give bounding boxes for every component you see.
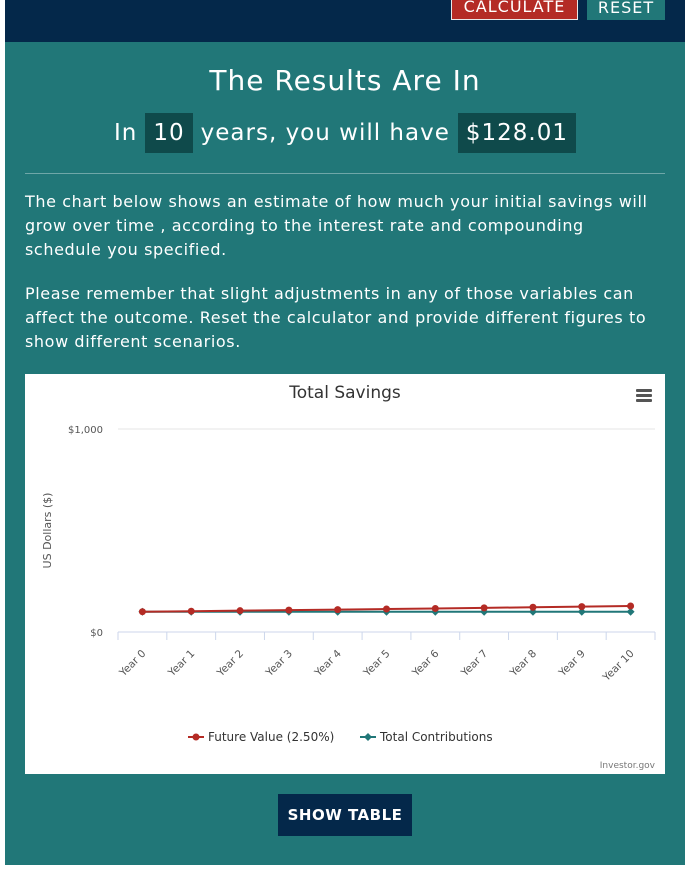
summary-middle: years, you will have [200,120,450,146]
x-tick-label: Year 0 [117,648,149,680]
divider [25,173,665,174]
chart-title: Total Savings [288,383,401,403]
x-tick-label: Year 1 [165,648,197,680]
data-point [236,607,244,615]
data-point [529,603,537,611]
results-summary: In 10 years, you will have $128.01 [5,112,685,154]
data-point [285,606,293,614]
chart-canvas: Total Savings $1,000 $0 US Dollars ($) Year … [41,383,656,771]
x-tick-label: Year 5 [361,648,393,680]
data-point [626,607,635,616]
x-tick-label: Year 7 [458,648,490,680]
y-axis-label: US Dollars ($) [41,493,54,569]
data-point [383,605,390,613]
hamburger-menu-icon[interactable] [636,389,652,403]
legend-entry: Total Contributions [379,730,493,744]
data-point [627,602,635,610]
legend-entry: Future Value (2.50%) [208,730,334,744]
data-point [578,603,586,611]
data-point [480,604,488,612]
data-point [577,607,586,616]
data-point [138,608,146,616]
x-tick-label: Year 9 [556,648,588,680]
x-tick-label: Year 10 [600,648,637,685]
data-point [187,607,195,615]
data-point [431,604,439,612]
x-tick-label: Year 8 [507,648,539,680]
results-heading: The Results Are In [209,64,481,97]
top-toolbar: CALCULATE RESET [5,0,685,42]
legend-marker [364,733,372,741]
years-value: 10 [145,113,193,153]
y-tick-label: $1,000 [68,425,103,436]
calculate-button[interactable]: CALCULATE [451,0,578,20]
chart-credit: Investor.gov [600,761,656,771]
calculator-results-panel: CALCULATE RESET The Results Are In In 10… [5,0,685,865]
x-tick-label: Year 6 [409,647,441,679]
show-table-button[interactable]: SHOW TABLE [278,794,412,836]
future-value-amount: $128.01 [457,113,576,153]
legend-marker [192,733,200,741]
chart-explanation: The chart below shows an estimate of how… [25,192,648,259]
x-tick-label: Year 4 [312,647,344,679]
y-tick-label: $0 [90,628,103,639]
data-point [334,606,342,614]
x-tick-label: Year 2 [214,648,246,680]
total-savings-chart: Total Savings $1,000 $0 US Dollars ($) Year … [25,374,665,774]
reset-advice: Please remember that slight adjustments … [25,284,647,351]
x-tick-label: Year 3 [263,648,295,680]
summary-prefix: In [114,120,138,146]
reset-button[interactable]: RESET [587,0,665,20]
